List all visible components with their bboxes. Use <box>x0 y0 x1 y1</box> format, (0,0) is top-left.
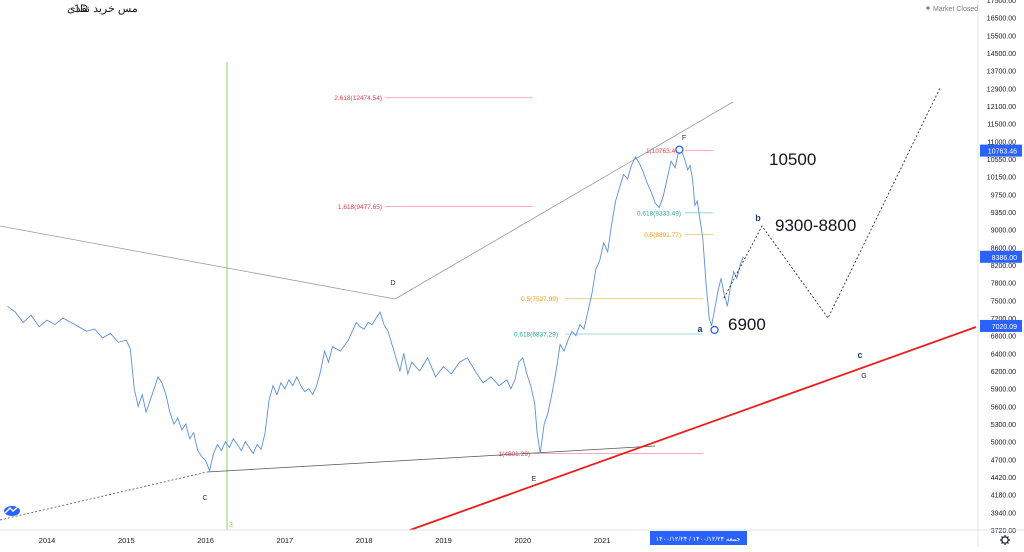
price-tick-label: 14500.00 <box>987 51 1016 58</box>
price-tick-label: 7500.00 <box>991 298 1016 305</box>
price-tick-label: 7200.00 <box>991 316 1016 323</box>
fib-level-label: 0.5(8891.77) <box>644 232 681 239</box>
time-axis[interactable]: 2014 2015 2016 2017 2018 2019 2020 2021 جمعه ۱۴۰… <box>0 529 1024 545</box>
price-highlight-badge <box>980 319 1022 332</box>
target-annotation: 9300-8800 <box>775 216 856 235</box>
price-tick-label: 5000.00 <box>991 440 1016 447</box>
fib-level-label: 1(10763.46) <box>646 148 681 155</box>
high-point-marker <box>675 145 684 154</box>
time-tick-label: 2015 <box>118 536 135 545</box>
time-cursor-label: جمعه ۱۴۰۰/۱۲/۲۴ / ۱۴۰۰/۱۲/۲۴ <box>656 536 741 543</box>
fib-level-label: 0.5(7527.99) <box>521 296 558 303</box>
wave-label: C <box>202 495 207 502</box>
vertical-marker-label: 3 <box>229 522 233 529</box>
price-tick-label: 11500.00 <box>987 122 1016 129</box>
price-tick-label: 12100.00 <box>987 104 1016 111</box>
price-tick-label: 7800.00 <box>991 281 1016 288</box>
price-highlight-label: 8386.00 <box>992 255 1017 262</box>
tradingview-logo <box>4 506 20 516</box>
price-highlight-label: 7020.09 <box>992 324 1017 331</box>
price-tick-label: 5900.00 <box>991 387 1016 394</box>
price-highlight-label: 10763.46 <box>988 149 1017 156</box>
price-tick-label: 6400.00 <box>991 351 1016 358</box>
interval-label[interactable]: 1D <box>74 3 88 15</box>
trendline-d-upper <box>0 225 396 300</box>
price-tick-label: 5300.00 <box>991 422 1016 429</box>
price-tick-label: 4180.00 <box>991 493 1016 500</box>
fib-level-label: 0.618(9333.49) <box>637 210 681 217</box>
price-tick-label: 3720.00 <box>991 528 1016 535</box>
price-tick-label: 6200.00 <box>991 369 1016 376</box>
price-tick-label: 3940.00 <box>991 510 1016 517</box>
gear-icon <box>1000 535 1010 545</box>
price-tick-label: 11000.00 <box>987 139 1016 146</box>
wave-label: G <box>861 373 866 380</box>
market-status-dot <box>926 6 930 10</box>
price-axis[interactable]: 3720.00 3940.00 4180.00 4420.00 4700.00 5000.… <box>977 0 1022 547</box>
market-status: Market Closed <box>933 6 978 13</box>
price-tick-label: 17500.00 <box>987 0 1016 5</box>
price-tick-label: 6800.00 <box>991 334 1016 341</box>
wave-label: D <box>390 280 395 287</box>
price-tick-label: 8200.00 <box>991 263 1016 270</box>
price-tick-label: 8600.00 <box>991 245 1016 252</box>
low-point-marker <box>710 325 719 335</box>
fib-level-label: 0.618(6837.29) <box>514 332 558 339</box>
price-tick-label: 16500.00 <box>987 16 1016 23</box>
wave-label: a <box>697 324 703 334</box>
time-tick-label: 2014 <box>39 536 56 545</box>
time-tick-label: 2017 <box>277 536 294 545</box>
price-tick-label: 10150.00 <box>987 175 1016 182</box>
price-tick-label: 5600.00 <box>991 404 1016 411</box>
time-tick-label: 2019 <box>435 536 452 545</box>
time-tick-label: 2020 <box>514 536 531 545</box>
target-annotation: 6900 <box>728 315 766 334</box>
header-separator: · <box>68 3 72 15</box>
fib-level-label: 2.618(12474.54) <box>334 95 382 102</box>
price-tick-label: 4700.00 <box>991 457 1016 464</box>
price-tick-label: 13700.00 <box>987 69 1016 76</box>
price-highlight-badge <box>980 250 1022 263</box>
price-tick-label: 9350.00 <box>991 210 1016 217</box>
symbol-name: مس خرید نقدی <box>67 3 138 15</box>
price-tick-label: 12900.00 <box>987 86 1016 93</box>
wave-label: b <box>755 213 761 223</box>
trendline-d-f <box>394 101 734 300</box>
fib-level-label: 1.618(9477.65) <box>338 204 382 211</box>
time-tick-label: 2021 <box>594 536 611 545</box>
trendline-c-lower <box>0 471 208 521</box>
wave-label: c <box>857 350 862 360</box>
support-trendline <box>409 326 977 531</box>
price-line <box>7 149 744 473</box>
time-tick-label: 2016 <box>197 536 214 545</box>
time-tick-label: 2018 <box>356 536 373 545</box>
price-tick-label: 4420.00 <box>991 475 1016 482</box>
price-tick-label: 15500.00 <box>987 33 1016 40</box>
wave-label: F <box>682 135 686 142</box>
chart-settings-button[interactable] <box>978 533 1024 547</box>
trendline-c-e <box>206 445 656 473</box>
price-highlight-badge <box>980 144 1022 157</box>
target-annotation: 10500 <box>769 150 816 169</box>
price-tick-label: 9750.00 <box>991 192 1016 199</box>
projection-path <box>723 87 941 319</box>
price-tick-label: 9000.00 <box>991 228 1016 235</box>
time-cursor-badge <box>650 531 747 545</box>
price-tick-label: 10550.00 <box>987 157 1016 164</box>
wave-label: E <box>532 476 537 483</box>
